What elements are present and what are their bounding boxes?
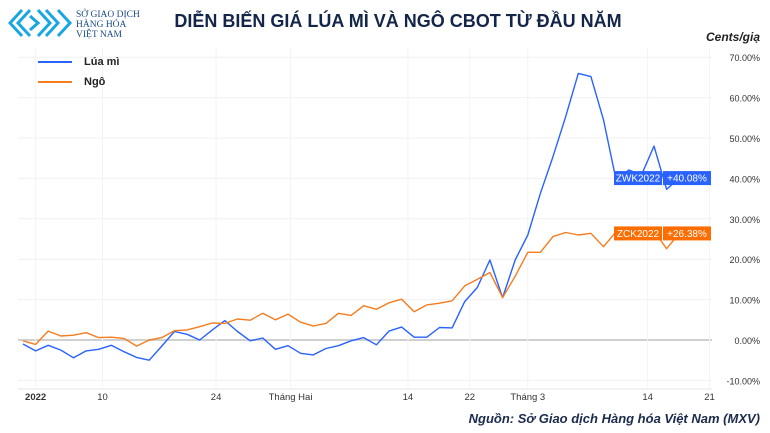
series-lines [22, 72, 680, 361]
value-tag [663, 171, 711, 186]
x-tick-label: 10 [97, 392, 108, 403]
logo-line: HÀNG HÓA [76, 20, 127, 30]
ticker-label: ZCK2022 [617, 229, 660, 240]
x-tick-label: 2022 [25, 392, 46, 403]
y-tick-label: 0.00% [734, 336, 760, 346]
x-tick-label: 14 [642, 392, 653, 403]
x-tick-label: 14 [403, 392, 414, 403]
y-axis: -10.00% 0.00% 10.00% 20.00% 30.00% 40.00% 50.0… [726, 53, 760, 386]
chart-title: DIỄN BIẾN GIÁ LÚA MÌ VÀ NGÔ CBOT TỪ ĐẦU … [174, 11, 622, 31]
ticker-tag [614, 171, 662, 186]
ticker-label: ZWK2022 [616, 174, 661, 185]
x-tick-label: 22 [464, 392, 475, 403]
legend-item-wheat: Lúa mì [38, 52, 119, 72]
series-line-corn [22, 226, 680, 347]
series-line-wheat [22, 72, 680, 361]
logo-line: VIỆT NAM [76, 30, 123, 40]
source-note: Nguồn: Sở Giao dịch Hàng hóa Việt Nam (M… [468, 411, 760, 426]
last-value-tags: ZWK2022 +40.08% ZCK2022 +26.38% [614, 171, 711, 241]
y-tick-label: -10.00% [726, 376, 760, 386]
last-value-label: +26.38% [667, 229, 707, 240]
y-tick-label: 60.00% [729, 94, 760, 104]
y-tick-label: 10.00% [729, 296, 760, 306]
x-tick-label: Tháng Hai [269, 392, 313, 403]
legend-swatch [38, 81, 72, 83]
x-tick-label: 24 [211, 392, 222, 403]
x-axis: 2022 10 24 Tháng Hai 14 22 Tháng 3 14 21 [25, 392, 715, 403]
y-tick-label: 50.00% [729, 134, 760, 144]
y-tick-label: 30.00% [729, 215, 760, 225]
mxv-logo-icon [8, 8, 73, 38]
x-tick-label: Tháng 3 [510, 392, 545, 403]
unit-label: Cents/giạ [705, 30, 760, 44]
legend-swatch [38, 61, 72, 63]
y-tick-label: 70.00% [729, 53, 760, 63]
legend-label: Ngô [84, 76, 106, 88]
logo-text: SỞ GIAO DỊCH HÀNG HÓA VIỆT NAM [76, 10, 140, 40]
y-tick-label: 20.00% [729, 255, 760, 265]
ticker-tag [614, 226, 662, 241]
grid [18, 48, 712, 390]
logo-line: SỞ GIAO DỊCH [76, 10, 140, 20]
value-tag [663, 226, 711, 241]
y-tick-label: 40.00% [729, 174, 760, 184]
legend: Lúa mì Ngô [38, 52, 119, 92]
legend-label: Lúa mì [84, 56, 120, 68]
legend-item-corn: Ngô [38, 72, 119, 92]
last-value-label: +40.08% [667, 174, 707, 185]
x-tick-label: 21 [704, 392, 715, 403]
